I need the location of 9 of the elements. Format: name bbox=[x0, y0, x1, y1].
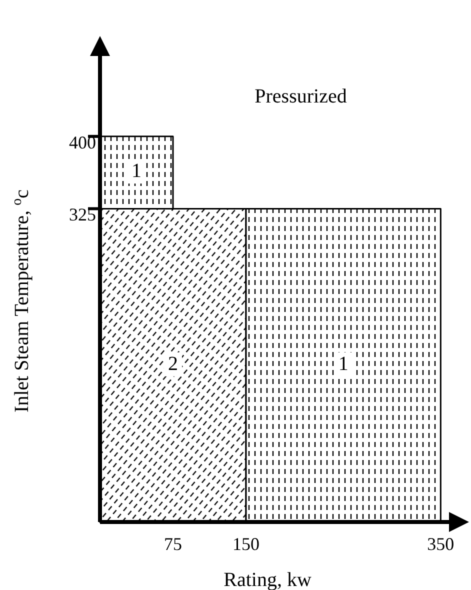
x-axis-title: Rating, kw bbox=[224, 569, 312, 590]
x-tick-label: 75 bbox=[164, 534, 182, 554]
y-tick-label: 400 bbox=[69, 132, 96, 152]
x-tick-label: 150 bbox=[232, 534, 260, 554]
series-label: 1 bbox=[132, 160, 142, 182]
series-label: 2 bbox=[168, 352, 178, 375]
x-tick-label: 350 bbox=[427, 534, 454, 554]
annotation: Pressurized bbox=[254, 86, 347, 108]
series-label: 1 bbox=[338, 352, 348, 375]
